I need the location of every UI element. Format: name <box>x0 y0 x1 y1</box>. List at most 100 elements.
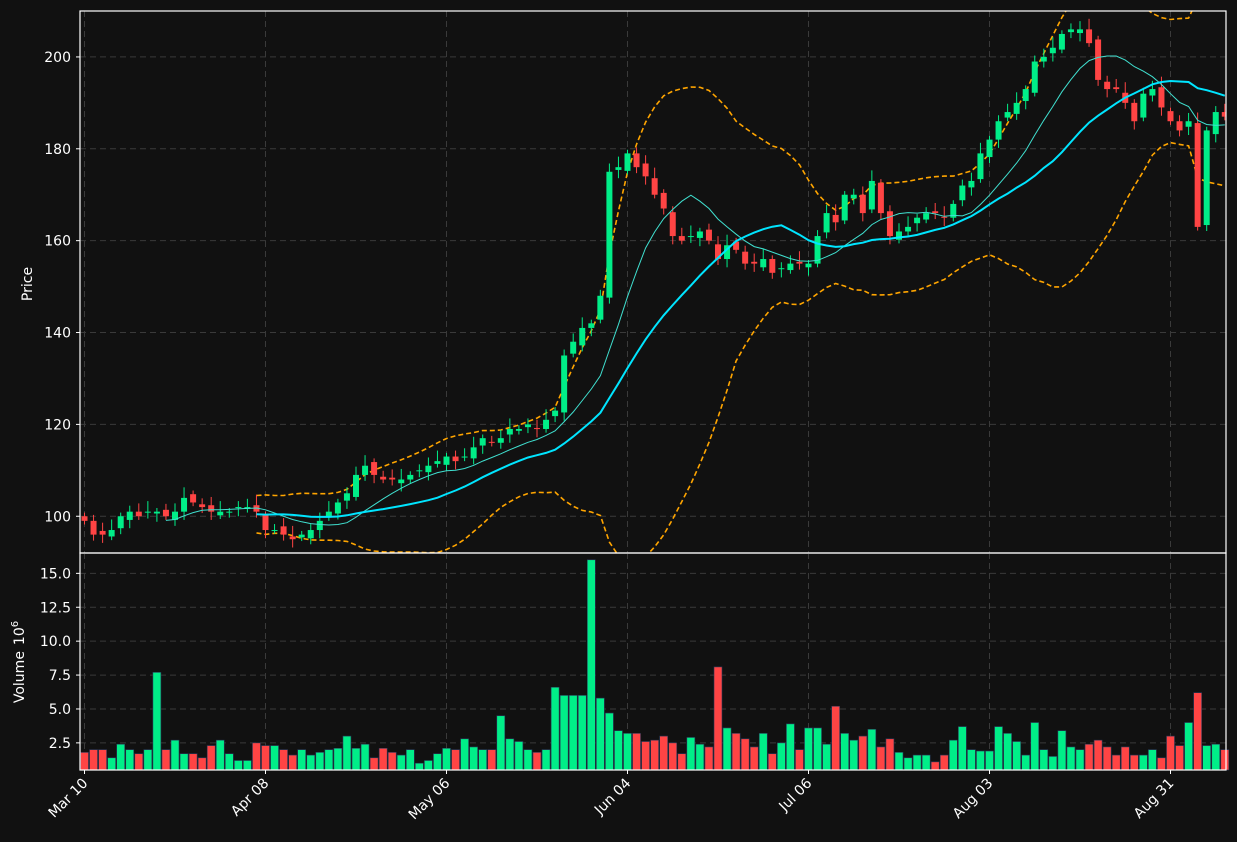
candle-body <box>687 236 694 238</box>
volume-bar <box>1157 757 1166 771</box>
volume-bar <box>405 749 415 771</box>
candle-body <box>81 516 88 521</box>
ma-fast-line <box>165 55 1225 526</box>
candle-body <box>1113 87 1120 90</box>
volume-bar <box>215 739 225 771</box>
candle-body <box>434 461 441 464</box>
candle-body <box>724 245 731 260</box>
volume-bar <box>460 738 469 771</box>
volume-axis-title: Volume 106 <box>10 621 28 703</box>
volume-bar <box>903 757 913 771</box>
volume-bar <box>387 752 397 771</box>
candle-body <box>543 419 550 429</box>
volume-bar <box>614 730 623 771</box>
candle-body <box>579 327 586 346</box>
candle-body <box>524 424 531 428</box>
volume-bar <box>161 749 171 771</box>
volume-bar <box>1057 730 1067 771</box>
volume-bar <box>1003 733 1012 771</box>
candle-body <box>208 505 215 512</box>
candle-body <box>1086 29 1093 44</box>
volume-bar <box>686 737 696 771</box>
volume-bar <box>1166 735 1175 771</box>
volume-bar <box>1120 746 1130 771</box>
candle-body <box>416 470 423 472</box>
volume-bar <box>306 754 316 771</box>
candle-body <box>850 194 857 199</box>
volume-bar <box>586 559 596 771</box>
candle-body <box>90 520 97 535</box>
volume-bar <box>188 753 198 771</box>
candle-body <box>552 410 559 417</box>
volume-bar <box>767 753 777 771</box>
candle-body <box>217 511 224 516</box>
volume-bar <box>1039 749 1049 771</box>
candle-body <box>642 163 649 177</box>
price-tick-label: 160 <box>44 234 71 250</box>
price-grid <box>80 11 1226 553</box>
candle-body <box>715 244 721 260</box>
volume-bar <box>713 666 723 771</box>
candle-body <box>1176 121 1183 131</box>
candle-body <box>841 194 848 221</box>
volume-bar <box>1093 739 1103 771</box>
volume-bar <box>1066 746 1076 771</box>
volume-axis-exponent: 6 <box>10 621 21 627</box>
candle-body <box>126 511 133 520</box>
x-tick-label: Mar 10 <box>46 776 92 822</box>
volume-bar <box>451 749 460 771</box>
candle-body <box>769 259 776 273</box>
candle-body <box>941 216 948 218</box>
candle-body <box>606 171 613 298</box>
candle-body <box>923 213 930 220</box>
volume-panel: 2.5 5.0 7.5 10.0 12.5 15.0 Volume 106 <box>10 552 1230 771</box>
candle-body <box>660 192 667 209</box>
volume-bar <box>315 752 325 771</box>
candle-body <box>561 355 568 413</box>
candle-body <box>751 261 758 264</box>
candle-body <box>1104 81 1111 90</box>
volume-bar <box>342 735 352 771</box>
x-tick-label: Aug 03 <box>950 776 996 822</box>
price-axis-title: Price <box>20 267 36 301</box>
volume-bar <box>976 750 985 771</box>
candle-body <box>497 438 504 443</box>
volume-y-ticks: 2.5 5.0 7.5 10.0 12.5 15.0 <box>40 566 80 752</box>
candle-body <box>1221 112 1226 117</box>
volume-bar <box>695 743 705 771</box>
candle-body <box>488 441 495 443</box>
volume-bar <box>279 749 288 771</box>
volume-bar <box>967 749 976 771</box>
price-tick-label: 200 <box>44 50 71 66</box>
candle-body <box>588 323 595 328</box>
volume-bar <box>632 733 641 771</box>
candle-body <box>452 456 459 462</box>
bollinger-upper-line <box>256 11 1193 497</box>
x-tick-label: Jul 06 <box>776 775 816 815</box>
volume-axis-base: 10 <box>12 627 28 645</box>
volume-grid <box>80 553 1226 770</box>
candle-body <box>1185 121 1192 127</box>
volume-bar <box>442 747 451 771</box>
candle-body <box>1022 89 1029 102</box>
volume-bar <box>885 738 895 771</box>
volume-bar <box>179 753 189 771</box>
volume-bar <box>532 752 542 771</box>
volume-bar <box>496 715 506 771</box>
ma-slow-line <box>256 79 1226 518</box>
candle-body <box>796 261 803 264</box>
candle-body <box>986 139 993 158</box>
candle-body <box>99 530 106 535</box>
volume-tick-label: 10.0 <box>40 634 71 650</box>
candle-body <box>172 511 178 520</box>
volume-bar <box>659 735 669 771</box>
candle-body <box>669 212 676 237</box>
candle-body <box>733 241 740 250</box>
candle-body <box>162 509 169 517</box>
candle-body <box>760 259 767 268</box>
candle-body <box>226 511 233 513</box>
candle-body <box>425 465 432 473</box>
volume-bar <box>324 749 334 771</box>
candle-body <box>877 182 884 214</box>
